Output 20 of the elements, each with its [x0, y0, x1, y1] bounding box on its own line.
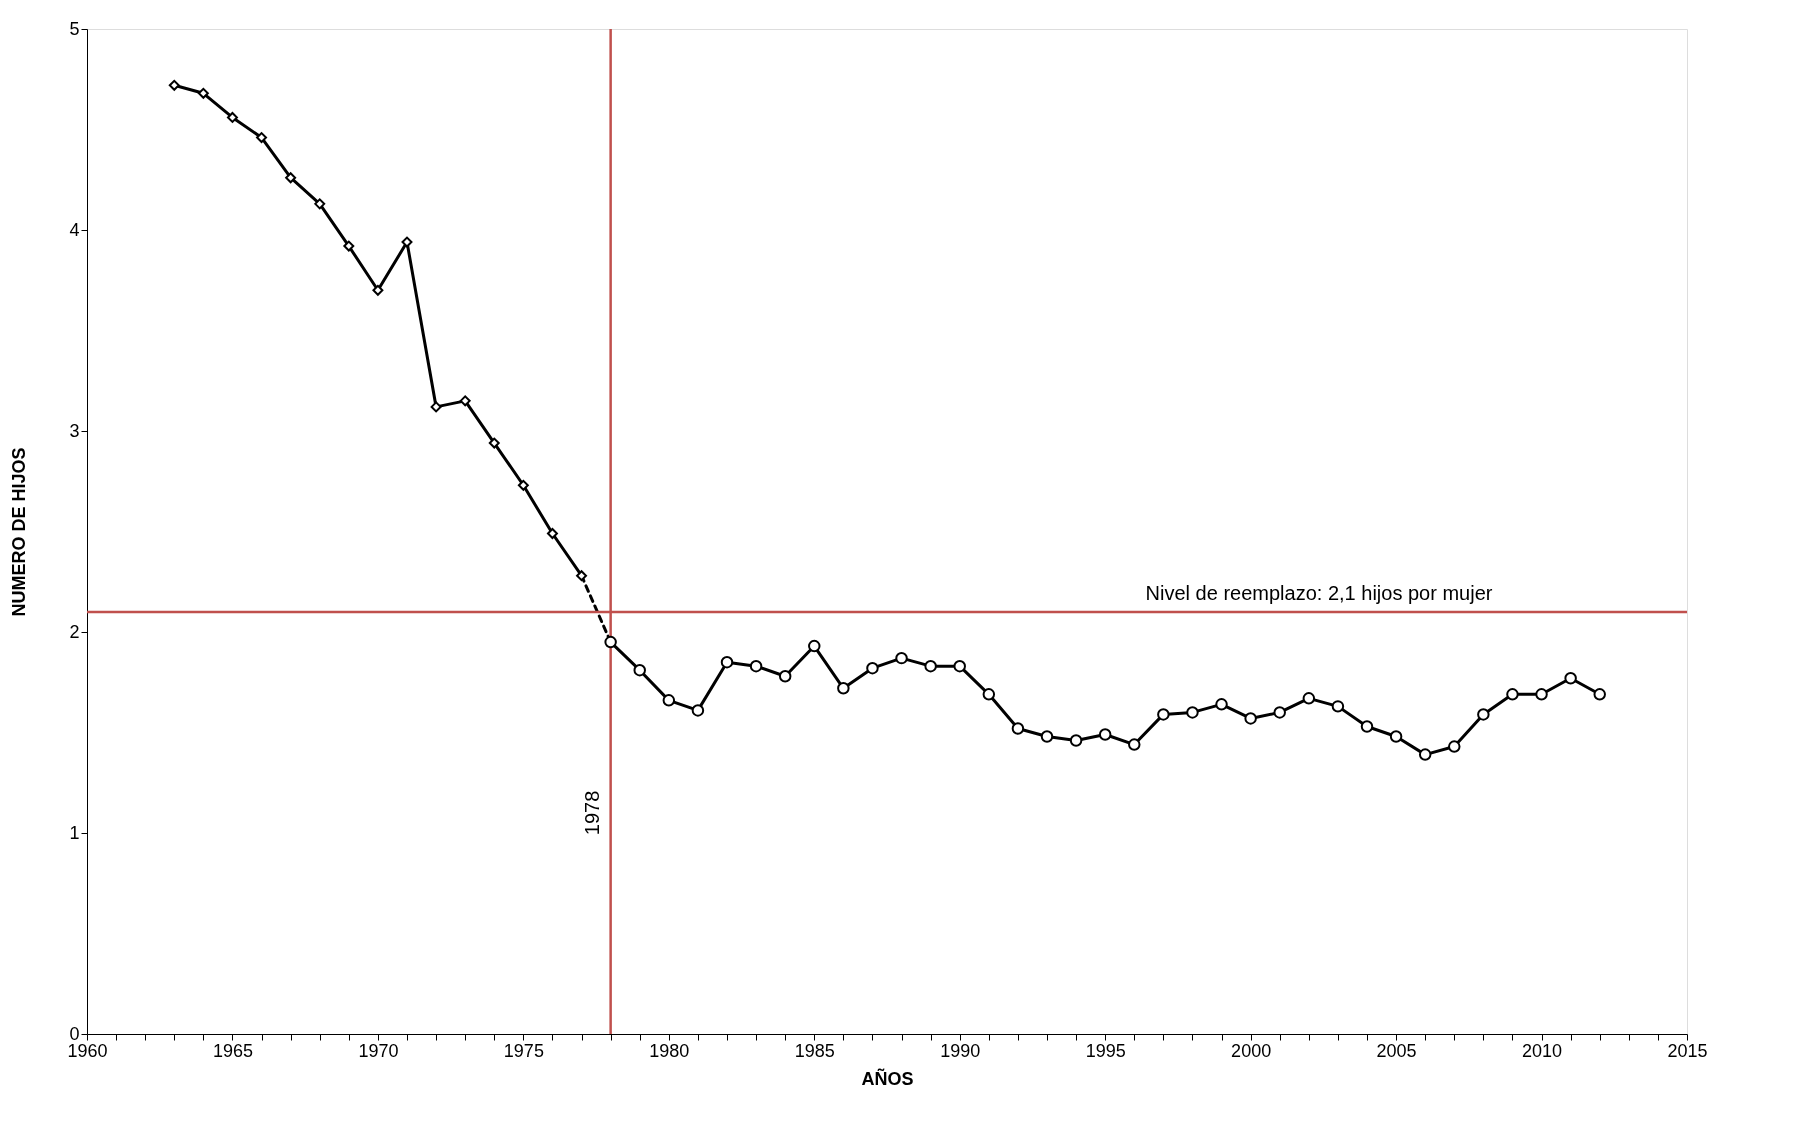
y-tick-label: 4 — [69, 219, 80, 240]
x-tick-label: 2000 — [1231, 1040, 1272, 1061]
y-tick-label: 5 — [69, 18, 80, 39]
x-axis-title: AÑOS — [861, 1067, 914, 1089]
x-tick-label: 2015 — [1667, 1040, 1708, 1061]
ref-line-label: Nivel de reemplazo: 2,1 hijos por mujer — [1145, 581, 1493, 604]
x-tick-label: 1965 — [212, 1040, 253, 1061]
x-tick-label: 1980 — [649, 1040, 690, 1061]
ref-line-label: 1978 — [580, 790, 603, 836]
y-tick-label: 3 — [69, 420, 80, 441]
y-axis-title: NUMERO DE HIJOS — [9, 447, 30, 617]
x-tick-label: 1970 — [358, 1040, 399, 1061]
x-tick-label: 1985 — [794, 1040, 835, 1061]
y-tick-label: 2 — [69, 621, 80, 642]
x-tick-label: 2005 — [1376, 1040, 1417, 1061]
x-tick-label: 1995 — [1085, 1040, 1126, 1061]
x-tick-label: 1975 — [503, 1040, 544, 1061]
y-tick-label: 1 — [69, 822, 80, 843]
x-tick-label: 2010 — [1522, 1040, 1563, 1061]
x-tick-label: 1990 — [940, 1040, 981, 1061]
